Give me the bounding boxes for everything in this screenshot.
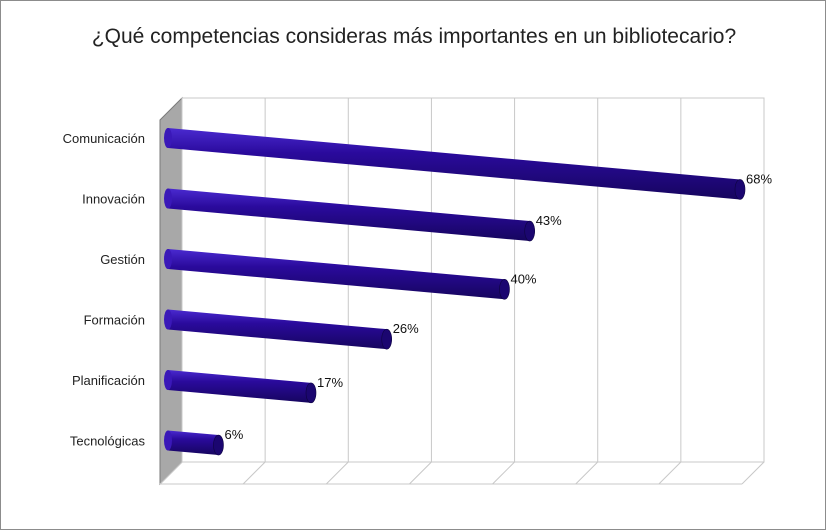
bar-end-cap: [524, 220, 536, 242]
chart-title: ¿Qué competencias consideras más importa…: [91, 25, 737, 48]
category-label-tecnológicas: Tecnológicas: [70, 434, 146, 449]
value-label-formación: 26%: [393, 321, 419, 336]
value-label-planificación: 17%: [317, 375, 343, 390]
bar-start-cap: [164, 430, 172, 451]
bar-start-cap: [164, 128, 172, 148]
bars: [164, 128, 746, 456]
value-label-innovación: 43%: [536, 213, 562, 228]
floor-line: [409, 461, 432, 485]
floor-line: [741, 461, 765, 485]
floor-line: [159, 461, 183, 485]
bar-end-cap: [213, 434, 224, 456]
category-label-formación: Formación: [84, 313, 145, 328]
bar-end-cap: [305, 382, 317, 404]
category-label-innovación: Innovación: [82, 192, 145, 207]
floor-line: [325, 461, 349, 485]
bar-end-cap: [734, 179, 746, 200]
floor-line: [242, 461, 266, 485]
bar-formación: [168, 309, 387, 350]
floor-line: [492, 461, 515, 485]
bar-comunicación: [168, 128, 740, 200]
category-label-gestión: Gestión: [100, 252, 145, 267]
bar-start-cap: [164, 370, 172, 390]
floor-line: [658, 461, 682, 485]
bar-innovación: [168, 188, 530, 242]
value-label-tecnológicas: 6%: [224, 427, 243, 442]
side-wall: [159, 96, 183, 486]
category-label-planificación: Planificación: [72, 373, 145, 388]
floor-line: [575, 461, 599, 485]
bar-end-cap: [499, 278, 510, 300]
value-label-gestión: 40%: [510, 271, 536, 286]
bar-planificación: [168, 370, 311, 403]
bar-gestión: [168, 249, 505, 300]
labels: 68% Comunicación 43% Innovación 40% Gestión 26…: [63, 131, 773, 449]
bar-start-cap: [164, 309, 172, 330]
bar-tecnológicas: [168, 430, 219, 456]
bar-start-cap: [164, 249, 172, 269]
category-label-comunicación: Comunicación: [63, 131, 145, 146]
bar-end-cap: [381, 328, 393, 350]
value-label-comunicación: 68%: [746, 171, 772, 186]
bar-start-cap: [164, 188, 172, 209]
